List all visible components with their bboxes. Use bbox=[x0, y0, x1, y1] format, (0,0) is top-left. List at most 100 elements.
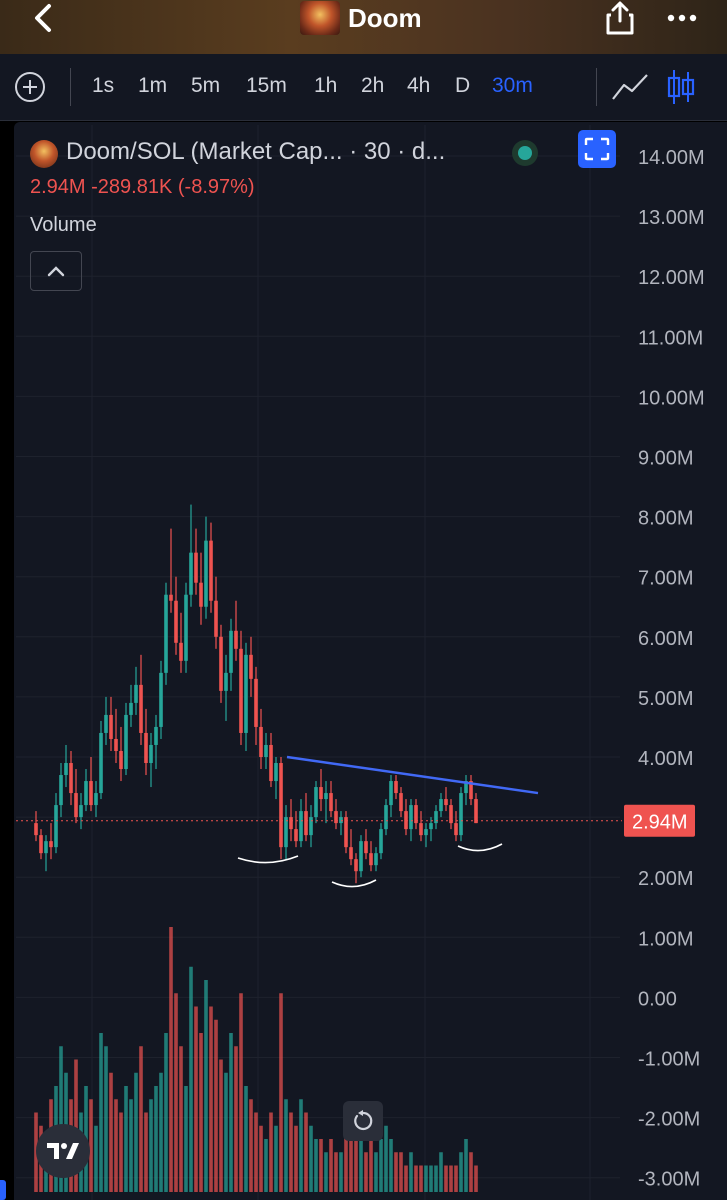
share-button[interactable] bbox=[600, 0, 640, 36]
candle bbox=[254, 678, 258, 727]
volume-bar bbox=[394, 1152, 398, 1192]
volume-bar bbox=[474, 1165, 478, 1192]
candle bbox=[444, 799, 448, 806]
candle bbox=[414, 805, 418, 824]
volume-bar bbox=[424, 1165, 428, 1192]
more-horizontal-icon bbox=[667, 14, 697, 22]
interval-1s[interactable]: 1s bbox=[92, 74, 115, 97]
collapse-legend-button[interactable] bbox=[30, 251, 82, 291]
volume-bar bbox=[319, 1139, 323, 1192]
chevron-left-icon bbox=[35, 4, 51, 32]
volume-bar bbox=[304, 1112, 308, 1192]
interval-15m[interactable]: 15m bbox=[246, 74, 287, 97]
candle bbox=[309, 817, 313, 836]
interval-30m[interactable]: 30m bbox=[492, 74, 533, 97]
candle bbox=[374, 853, 378, 866]
candle bbox=[169, 594, 173, 601]
reset-chart-button[interactable] bbox=[343, 1101, 383, 1141]
candle bbox=[379, 829, 383, 854]
annotations bbox=[237, 755, 539, 888]
price-change: 2.94M -289.81K (-8.97%) bbox=[30, 176, 255, 198]
candle bbox=[49, 841, 53, 848]
y-tick-label: 0.00 bbox=[638, 988, 677, 1010]
y-tick-label: 5.00M bbox=[638, 688, 694, 710]
volume-bar bbox=[164, 1033, 168, 1192]
interval-d[interactable]: D bbox=[455, 74, 471, 97]
interval-1m[interactable]: 1m bbox=[138, 74, 168, 97]
candle bbox=[349, 847, 353, 860]
volume-bar bbox=[89, 1099, 93, 1192]
interval-4h[interactable]: 4h bbox=[407, 74, 431, 97]
candle bbox=[74, 793, 78, 818]
fullscreen-button[interactable] bbox=[578, 130, 616, 168]
y-tick-label: 7.00M bbox=[638, 568, 694, 590]
candle bbox=[384, 805, 388, 830]
volume-bar bbox=[349, 1139, 353, 1192]
candle bbox=[34, 823, 38, 836]
candle bbox=[314, 787, 318, 818]
volume-bar bbox=[454, 1165, 458, 1192]
candle bbox=[289, 817, 293, 830]
volume-bar bbox=[444, 1165, 448, 1192]
tradingview-logo-icon[interactable] bbox=[36, 1124, 90, 1178]
symbol-title[interactable]: Doom/SOL (Market Cap... · 30 · d... bbox=[66, 138, 446, 165]
volume-indicator-label[interactable]: Volume bbox=[30, 214, 97, 236]
line-chart-icon[interactable] bbox=[610, 71, 650, 103]
chart-panel[interactable] bbox=[14, 122, 727, 1200]
interval-2h[interactable]: 2h bbox=[361, 74, 385, 97]
candle bbox=[369, 853, 373, 866]
candle bbox=[194, 552, 198, 583]
candle bbox=[334, 811, 338, 824]
volume-bar bbox=[99, 1033, 103, 1192]
volume-bar bbox=[309, 1125, 313, 1192]
volume-bar bbox=[154, 1086, 158, 1192]
candle bbox=[274, 763, 278, 782]
candle bbox=[474, 799, 478, 824]
price-axis: 14.00M 13.00M 12.00M 11.00M 10.00M 9.00M 8.00M… bbox=[16, 147, 705, 1191]
candle bbox=[189, 552, 193, 595]
candle bbox=[84, 781, 88, 806]
volume-bar bbox=[434, 1165, 438, 1192]
candle bbox=[449, 805, 453, 824]
candle bbox=[469, 781, 473, 800]
volume-bar bbox=[129, 1099, 133, 1192]
y-tick-label: 8.00M bbox=[638, 508, 694, 530]
volume-bar bbox=[219, 1059, 223, 1192]
support-arc bbox=[237, 855, 299, 864]
volume-bar bbox=[119, 1112, 123, 1192]
interval-5m[interactable]: 5m bbox=[191, 74, 221, 97]
volume-bar bbox=[459, 1152, 463, 1192]
candle bbox=[279, 763, 283, 848]
candle bbox=[319, 787, 323, 800]
interval-1h[interactable]: 1h bbox=[314, 74, 338, 97]
candle bbox=[184, 594, 188, 661]
candle bbox=[94, 793, 98, 806]
more-button[interactable] bbox=[662, 0, 702, 36]
status-dot-icon bbox=[518, 146, 532, 160]
candle bbox=[344, 817, 348, 848]
volume-bar bbox=[409, 1152, 413, 1192]
back-button[interactable] bbox=[26, 0, 60, 36]
chart-grid bbox=[16, 125, 620, 1200]
candle bbox=[284, 817, 288, 848]
token-name: Doom bbox=[348, 2, 422, 33]
candle bbox=[304, 811, 308, 836]
volume-bar bbox=[449, 1165, 453, 1192]
volume-bar bbox=[144, 1112, 148, 1192]
candles-icon[interactable] bbox=[666, 68, 696, 106]
candle bbox=[419, 823, 423, 836]
volume-bar bbox=[159, 1072, 163, 1192]
rotate-icon bbox=[354, 1110, 373, 1131]
candle bbox=[109, 714, 113, 739]
add-indicator-icon[interactable] bbox=[14, 71, 46, 103]
candle bbox=[359, 841, 363, 872]
fullscreen-icon bbox=[584, 137, 610, 161]
candle bbox=[114, 738, 118, 751]
candle bbox=[464, 781, 468, 794]
candle bbox=[59, 775, 63, 806]
volume-bar bbox=[199, 1033, 203, 1192]
y-tick-label: 4.00M bbox=[638, 748, 694, 770]
volume-bar bbox=[209, 1006, 213, 1192]
volume-bar bbox=[414, 1165, 418, 1192]
token-logo-icon bbox=[30, 140, 58, 168]
